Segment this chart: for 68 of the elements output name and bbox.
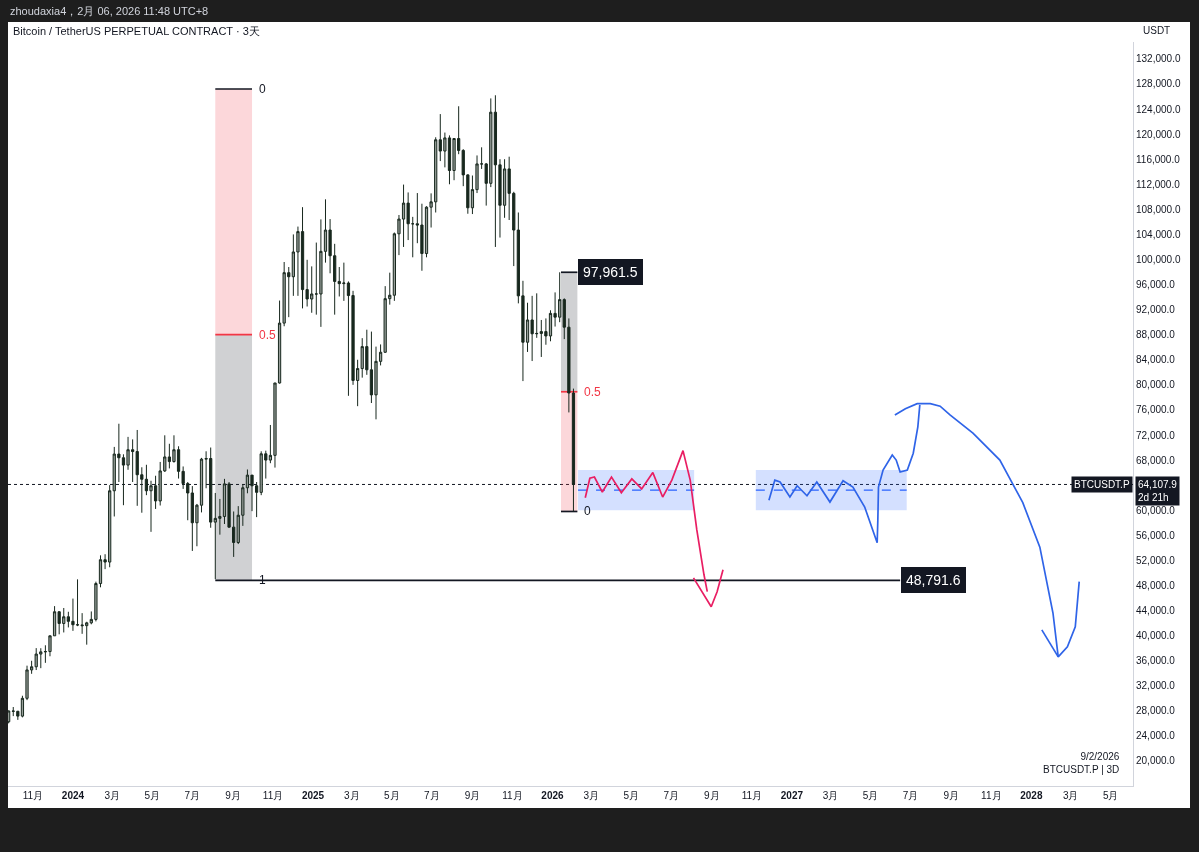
- y-tick-label: 36,000.0: [1136, 655, 1176, 667]
- x-tick-label: 2025: [301, 790, 325, 801]
- annotation: 0: [584, 504, 591, 518]
- x-tick-label: 5月: [1102, 790, 1119, 801]
- y-tick-label: 88,000.0: [1136, 329, 1176, 341]
- x-tick-label: 3月: [343, 790, 360, 801]
- ref-line-label: BTCUSDT.P: [1074, 479, 1130, 490]
- y-tick-label: 104,000.0: [1136, 228, 1181, 240]
- x-tick-label: 2028: [1020, 790, 1043, 801]
- y-tick-label: 112,000.0: [1136, 178, 1181, 190]
- x-tick-label: 11月: [262, 790, 284, 801]
- x-tick-label: 9月: [464, 790, 481, 801]
- x-tick-label: 5月: [623, 790, 639, 801]
- annotation: 0.5: [584, 385, 602, 399]
- y-tick-label: 68,000.0: [1136, 454, 1176, 466]
- y-tick-label: 132,000.0: [1136, 53, 1181, 65]
- x-tick-label: 11月: [981, 790, 1002, 801]
- x-tick-label: 5月: [383, 790, 400, 801]
- x-tick-label: 2027: [780, 790, 804, 801]
- x-tick-label: 11月: [741, 790, 763, 801]
- y-tick-label: 92,000.0: [1136, 304, 1176, 316]
- x-tick-label: 3月: [822, 790, 839, 801]
- y-tick-label: 28,000.0: [1136, 705, 1176, 717]
- annotation: 0: [259, 82, 266, 96]
- x-tick-label: 7月: [663, 790, 679, 801]
- y-tick-label: 100,000.0: [1136, 254, 1181, 265]
- y-tick-label: 124,000.0: [1136, 103, 1181, 115]
- x-tick-label: 3月: [1062, 790, 1079, 801]
- annotation: 48,791.6: [906, 572, 961, 588]
- annotation: 9/2/2026 BTCUSDT.P | 3D: [1043, 751, 1120, 775]
- y-tick-label: 48,000.0: [1136, 579, 1176, 591]
- x-tick-label: 9月: [704, 790, 720, 801]
- x-tick-label: 7月: [423, 790, 440, 801]
- y-tick-label: 80,000.0: [1136, 379, 1176, 391]
- y-tick-label: 24,000.0: [1136, 730, 1176, 742]
- y-axis-title: USDT: [1143, 25, 1171, 36]
- x-tick-label: 5月: [144, 790, 161, 801]
- y-tick-label: 120,000.0: [1136, 128, 1181, 140]
- y-tick-label: 76,000.0: [1136, 404, 1176, 416]
- y-tick-label: 84,000.0: [1136, 354, 1176, 366]
- annotation: 0.5: [259, 328, 277, 342]
- x-tick-label: 9月: [225, 790, 241, 801]
- annotation: 97,961.5: [583, 264, 638, 280]
- y-tick-label: 40,000.0: [1136, 630, 1176, 642]
- text: zhoudaxia4，2月 06, 2026 11:48 UTC+8: [10, 5, 209, 17]
- y-tick-label: 72,000.0: [1136, 429, 1176, 441]
- x-tick-label: 3月: [104, 790, 121, 801]
- x-tick-label: 7月: [184, 790, 201, 801]
- y-tick-label: 128,000.0: [1136, 78, 1181, 90]
- x-tick-label: 11月: [502, 790, 523, 801]
- y-tick-label: 20,000.0: [1136, 755, 1176, 767]
- x-tick-label: 3月: [583, 790, 599, 801]
- text: 64,107.9 2d 21h: [1138, 479, 1178, 503]
- y-tick-label: 52,000.0: [1136, 554, 1176, 566]
- x-tick-label: 7月: [902, 790, 919, 801]
- y-tick-label: 44,000.0: [1136, 605, 1176, 616]
- y-tick-label: 108,000.0: [1136, 203, 1181, 215]
- y-tick-label: 32,000.0: [1136, 680, 1176, 692]
- x-tick-label: 9月: [943, 790, 960, 801]
- y-tick-label: 56,000.0: [1136, 529, 1176, 541]
- x-tick-label: 2024: [61, 790, 85, 801]
- x-tick-label: 11月: [22, 790, 44, 801]
- x-tick-label: 5月: [862, 790, 879, 801]
- x-tick-label: 2026: [541, 790, 565, 801]
- chart-title: Bitcoin / TetherUS PERPETUAL CONTRACT · 3天: [13, 24, 260, 37]
- y-tick-label: 96,000.0: [1136, 279, 1176, 291]
- y-tick-label: 116,000.0: [1136, 153, 1181, 165]
- y-tick-label: 60,000.0: [1136, 504, 1176, 516]
